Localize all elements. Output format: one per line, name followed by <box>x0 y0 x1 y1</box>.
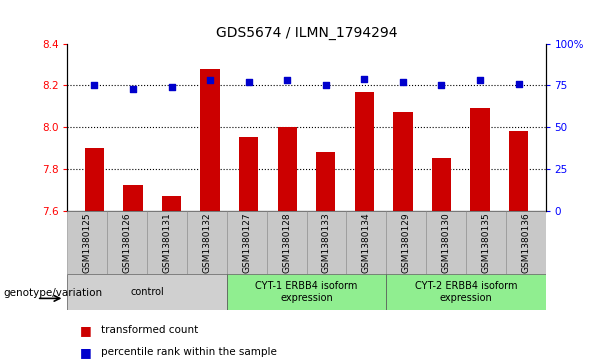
Point <box>436 82 446 88</box>
Bar <box>306 211 346 274</box>
Point <box>128 86 138 91</box>
Bar <box>67 274 227 310</box>
Bar <box>386 274 546 310</box>
Bar <box>394 113 413 211</box>
Text: GSM1380128: GSM1380128 <box>282 212 291 273</box>
Point <box>359 76 369 82</box>
Bar <box>346 211 386 274</box>
Text: GSM1380132: GSM1380132 <box>202 212 211 273</box>
Text: CYT-2 ERBB4 isoform
expression: CYT-2 ERBB4 isoform expression <box>414 281 517 303</box>
Bar <box>162 196 181 211</box>
Text: transformed count: transformed count <box>101 325 199 335</box>
Bar <box>278 127 297 211</box>
Point <box>244 79 254 85</box>
Text: ■: ■ <box>80 346 91 359</box>
Title: GDS5674 / ILMN_1794294: GDS5674 / ILMN_1794294 <box>216 26 397 40</box>
Bar <box>506 211 546 274</box>
Bar <box>267 211 306 274</box>
Bar <box>200 69 219 211</box>
Bar <box>466 211 506 274</box>
Text: GSM1380129: GSM1380129 <box>402 212 411 273</box>
Point <box>514 81 524 86</box>
Text: GSM1380127: GSM1380127 <box>242 212 251 273</box>
Bar <box>85 148 104 211</box>
Text: GSM1380134: GSM1380134 <box>362 212 371 273</box>
Bar <box>509 131 528 211</box>
Point <box>89 82 99 88</box>
Text: genotype/variation: genotype/variation <box>3 288 102 298</box>
Bar <box>147 211 187 274</box>
Bar <box>432 158 451 211</box>
Point <box>167 84 177 90</box>
Bar <box>470 108 490 211</box>
Text: CYT-1 ERBB4 isoform
expression: CYT-1 ERBB4 isoform expression <box>255 281 358 303</box>
Text: control: control <box>130 287 164 297</box>
Text: GSM1380125: GSM1380125 <box>83 212 92 273</box>
Bar <box>227 211 267 274</box>
Text: percentile rank within the sample: percentile rank within the sample <box>101 347 277 357</box>
Point <box>398 79 408 85</box>
Point <box>475 77 485 83</box>
Bar <box>107 211 147 274</box>
Bar <box>426 211 466 274</box>
Bar <box>187 211 227 274</box>
Text: GSM1380135: GSM1380135 <box>481 212 490 273</box>
Bar <box>316 152 335 211</box>
Point <box>205 77 215 83</box>
Point <box>283 77 292 83</box>
Text: GSM1380130: GSM1380130 <box>441 212 451 273</box>
Text: GSM1380131: GSM1380131 <box>162 212 172 273</box>
Text: ■: ■ <box>80 324 91 337</box>
Bar <box>67 211 107 274</box>
Point <box>321 82 330 88</box>
Text: GSM1380136: GSM1380136 <box>521 212 530 273</box>
Text: GSM1380133: GSM1380133 <box>322 212 331 273</box>
Bar <box>355 91 374 211</box>
Bar <box>239 138 258 211</box>
Bar <box>123 185 143 211</box>
Text: GSM1380126: GSM1380126 <box>123 212 132 273</box>
Bar <box>227 274 386 310</box>
Bar <box>386 211 426 274</box>
